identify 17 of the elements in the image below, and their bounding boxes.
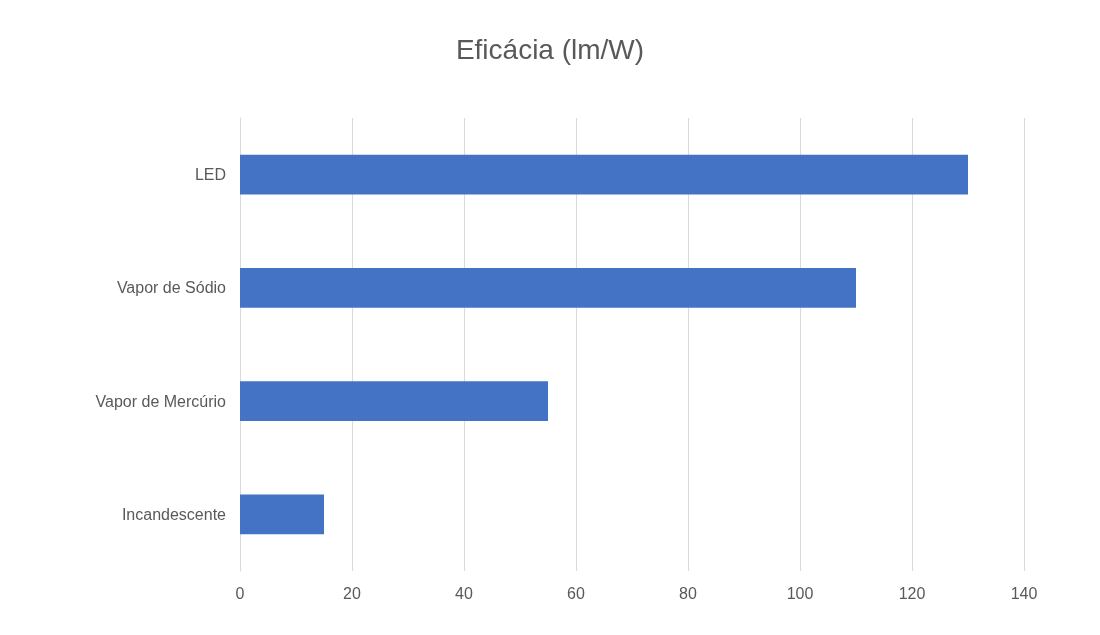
x-tick-label: 40 (455, 584, 473, 602)
x-tick-label: 120 (898, 584, 926, 602)
x-tick-label: 100 (786, 584, 814, 602)
x-tick-label: 80 (679, 584, 697, 602)
bar (240, 381, 548, 421)
y-tick-label: Vapor de Mercúrio (95, 392, 227, 410)
bar (240, 494, 324, 535)
y-tick-label: LED (194, 166, 226, 184)
chart-title: Eficácia (lm/W) (455, 33, 645, 65)
x-tick-label: 140 (1010, 584, 1038, 602)
y-tick-label: Incandescente (121, 505, 227, 523)
x-tick-label: 20 (343, 584, 361, 602)
x-tick-label: 60 (567, 584, 585, 602)
y-tick-label: Vapor de Sódio (116, 279, 227, 297)
x-tick-label: 0 (235, 584, 245, 602)
bar (240, 268, 856, 308)
bar (240, 154, 968, 195)
